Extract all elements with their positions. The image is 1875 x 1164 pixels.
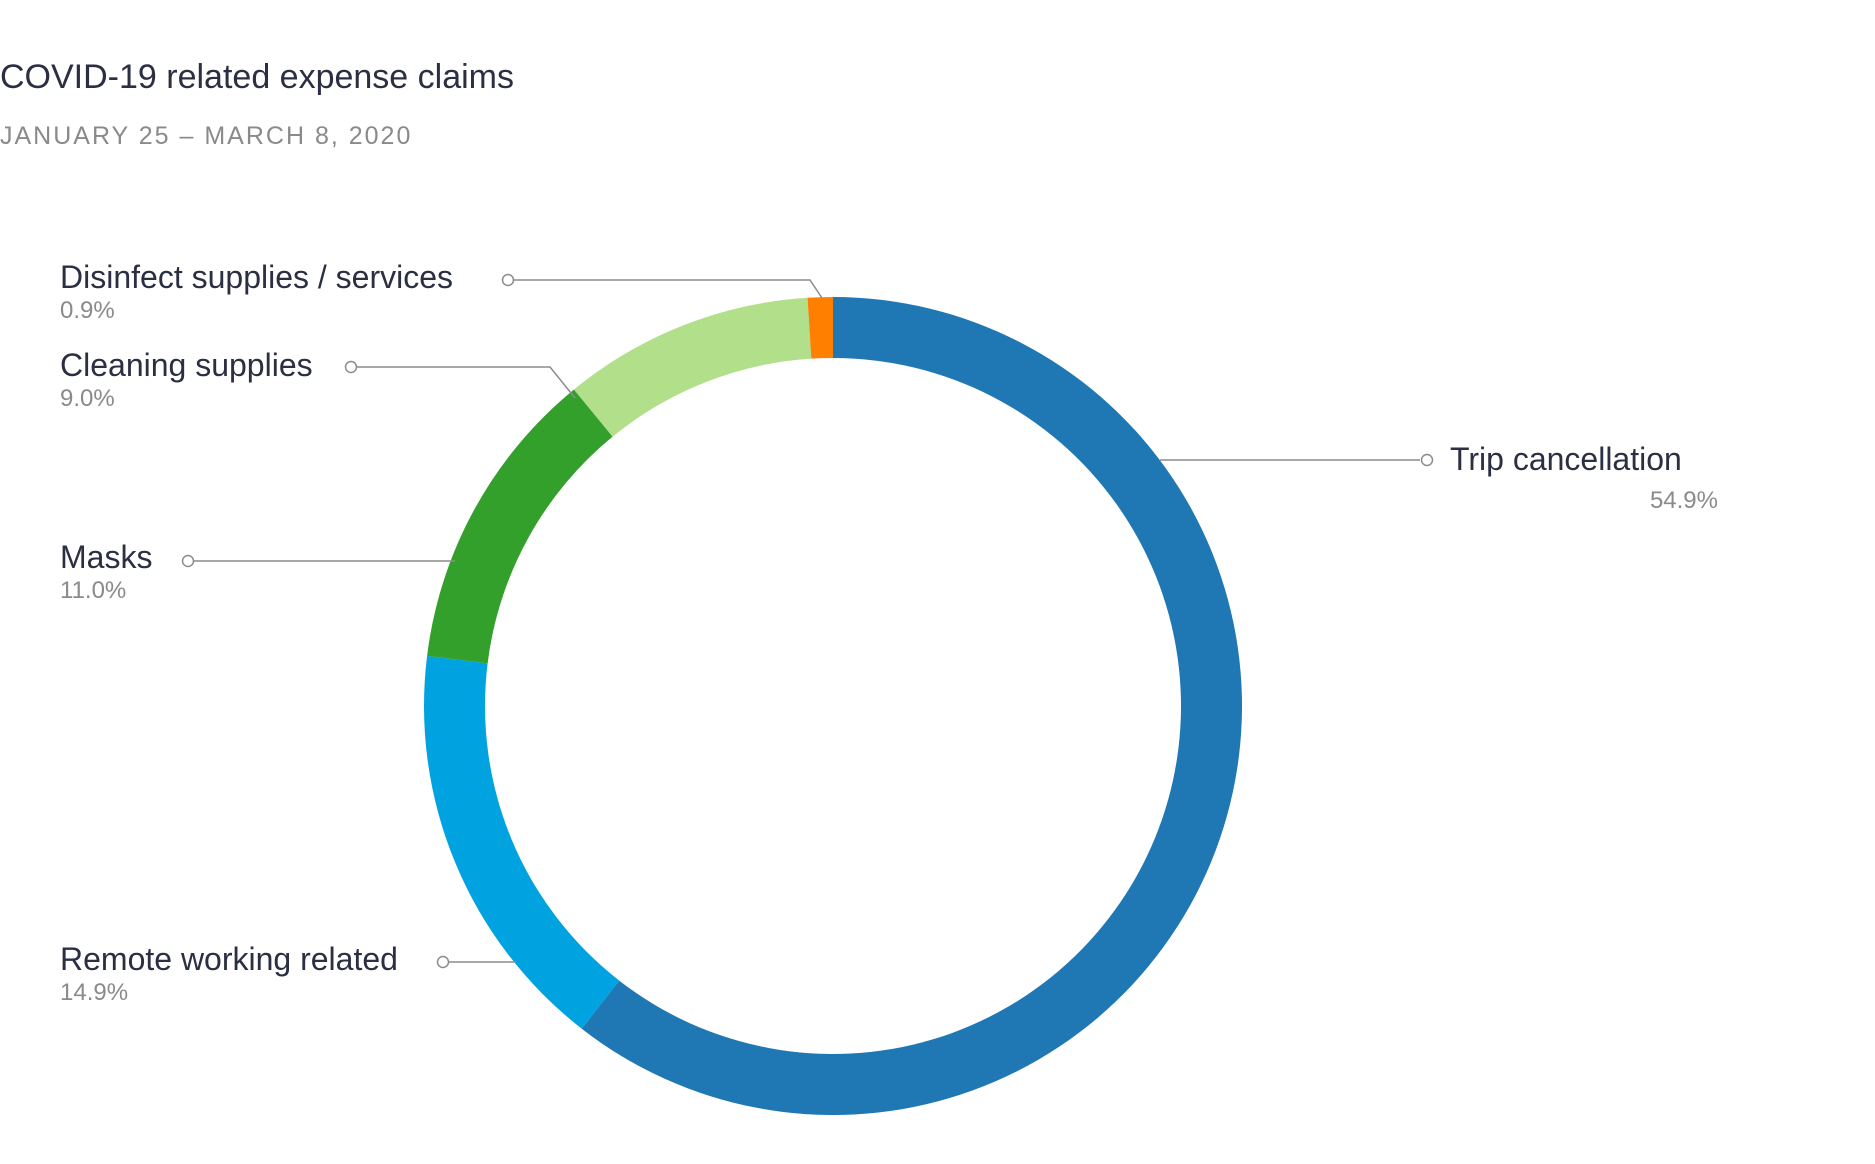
leader-dot-cleaning-supplies — [344, 360, 358, 374]
leader-dot-disinfect-supplies-services — [501, 273, 515, 287]
slice-value-masks: 11.0% — [60, 577, 126, 604]
leader-dot-trip-cancellation — [1420, 453, 1434, 467]
slice-label-cleaning-supplies: Cleaning supplies — [60, 347, 313, 383]
leader-dot-remote-working-related — [436, 955, 450, 969]
labels-layer: Trip cancellation 54.9% Remote working rel… — [60, 259, 1718, 1006]
slice-label-trip-cancellation: Trip cancellation — [1450, 441, 1682, 477]
slice-masks — [427, 389, 613, 664]
leader-dot-masks — [181, 554, 195, 568]
slice-value-disinfect-supplies-services: 0.9% — [60, 297, 115, 324]
slice-label-masks: Masks — [60, 539, 152, 575]
slice-value-trip-cancellation: 54.9% — [1650, 487, 1718, 514]
chart-title: COVID-19 related expense claims — [0, 58, 515, 96]
slice-value-cleaning-supplies: 9.0% — [60, 385, 115, 412]
slice-disinfect-supplies-services — [807, 297, 833, 359]
slice-label-disinfect-supplies-services: Disinfect supplies / services — [60, 259, 453, 295]
leader-line-disinfect-supplies-services — [514, 279, 823, 299]
chart-subtitle: JANUARY 25 – MARCH 8, 2020 — [0, 122, 413, 150]
slice-cleaning-supplies — [573, 297, 812, 437]
leader-line-cleaning-supplies — [357, 366, 576, 399]
slice-label-remote-working-related: Remote working related — [60, 941, 398, 977]
leader-lines-layer — [181, 273, 1434, 969]
slices-layer — [424, 297, 1243, 1115]
slice-trip-cancellation — [581, 297, 1243, 1115]
slice-remote-working-related — [424, 655, 620, 1029]
slice-value-remote-working-related: 14.9% — [60, 979, 128, 1006]
